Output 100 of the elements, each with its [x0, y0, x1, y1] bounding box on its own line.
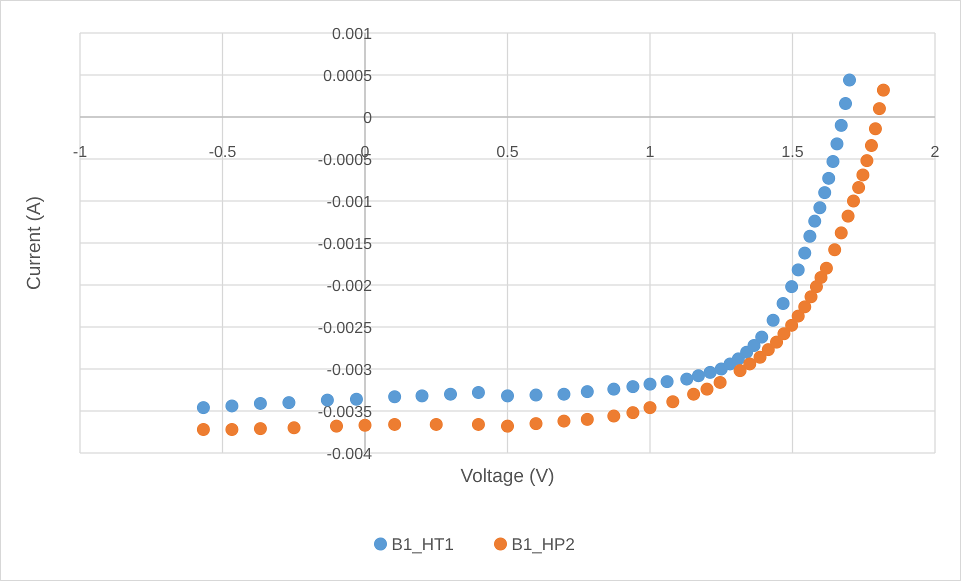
- y-tick-label: -0.0015: [318, 236, 372, 253]
- point: [254, 422, 267, 436]
- y-axis-title: Current (A): [24, 196, 45, 290]
- point: [834, 118, 848, 132]
- point: [803, 230, 816, 243]
- point: [822, 172, 836, 185]
- x-tick-label: 1.5: [781, 144, 804, 161]
- point: [607, 382, 620, 396]
- point: [770, 336, 784, 349]
- point: [626, 380, 640, 394]
- point: [196, 401, 210, 414]
- point: [734, 364, 747, 378]
- point: [820, 262, 833, 275]
- point: [876, 84, 890, 97]
- point: [580, 412, 594, 426]
- point: [762, 343, 775, 356]
- point: [626, 406, 640, 420]
- point: [388, 390, 402, 404]
- y-tick-label: -0.003: [326, 362, 372, 379]
- point: [288, 421, 301, 434]
- y-tick-label: -0.001: [326, 194, 372, 211]
- point: [743, 357, 756, 370]
- point: [785, 280, 798, 294]
- x-axis-title: Voltage (V): [460, 466, 554, 487]
- x-tick-label: 0.5: [496, 144, 519, 161]
- point: [754, 350, 767, 364]
- y-tick-label: -0.004: [326, 446, 372, 463]
- point: [530, 388, 542, 402]
- point: [826, 155, 840, 168]
- point: [834, 226, 848, 240]
- point: [864, 139, 878, 152]
- y-tick-label: 0.001: [332, 26, 372, 43]
- point: [842, 210, 855, 223]
- point: [330, 420, 343, 433]
- point: [792, 263, 805, 276]
- point: [839, 97, 852, 110]
- point: [254, 396, 267, 410]
- y-tick-label: -0.0035: [318, 404, 372, 421]
- point: [818, 186, 832, 200]
- point: [704, 366, 717, 379]
- point: [792, 310, 805, 323]
- point: [687, 388, 700, 401]
- point: [776, 296, 790, 310]
- point: [798, 300, 812, 314]
- point: [644, 378, 656, 391]
- point: [282, 396, 296, 410]
- x-tick-label: -1: [72, 144, 88, 161]
- point: [416, 389, 428, 402]
- point: [680, 372, 694, 386]
- point: [580, 385, 594, 398]
- x-tick-label: -0.5: [208, 144, 236, 161]
- point: [852, 181, 866, 194]
- point: [700, 382, 714, 396]
- point: [872, 102, 886, 116]
- point: [358, 418, 372, 432]
- point: [798, 246, 812, 260]
- x-tick-label: 2: [930, 144, 940, 161]
- point: [557, 388, 570, 401]
- point: [755, 330, 768, 344]
- point: [501, 420, 514, 433]
- point: [472, 418, 485, 431]
- y-tick-label: -0.0025: [318, 320, 372, 337]
- point: [714, 376, 727, 389]
- point: [766, 314, 780, 327]
- point: [868, 122, 882, 136]
- point: [808, 214, 822, 228]
- point: [225, 422, 238, 436]
- y-tick-label: -0.002: [326, 278, 372, 295]
- point: [666, 395, 680, 408]
- point: [350, 392, 363, 406]
- point: [557, 414, 570, 428]
- point: [785, 318, 798, 332]
- point: [388, 418, 402, 431]
- point: [828, 243, 842, 256]
- legend-label: B1_HT1: [392, 535, 454, 554]
- point: [444, 388, 457, 401]
- y-tick-label: 0: [363, 110, 372, 127]
- legend-label: B1_HP2: [512, 535, 575, 554]
- point: [430, 418, 443, 431]
- point: [644, 401, 656, 414]
- point: [804, 290, 818, 304]
- point: [196, 422, 210, 436]
- point: [501, 389, 514, 402]
- point: [660, 375, 674, 388]
- x-tick-label: 1: [646, 144, 655, 161]
- point: [814, 270, 828, 284]
- y-tick-label: 0.0005: [323, 68, 372, 85]
- point: [843, 74, 856, 87]
- point: [607, 410, 620, 423]
- point: [472, 386, 485, 400]
- point: [777, 327, 790, 340]
- point: [846, 194, 860, 208]
- point: [813, 201, 826, 214]
- point: [225, 399, 238, 412]
- point: [530, 417, 542, 430]
- point: [856, 168, 870, 182]
- point: [860, 154, 874, 168]
- point: [830, 137, 844, 150]
- point: [748, 338, 761, 352]
- point: [692, 369, 705, 382]
